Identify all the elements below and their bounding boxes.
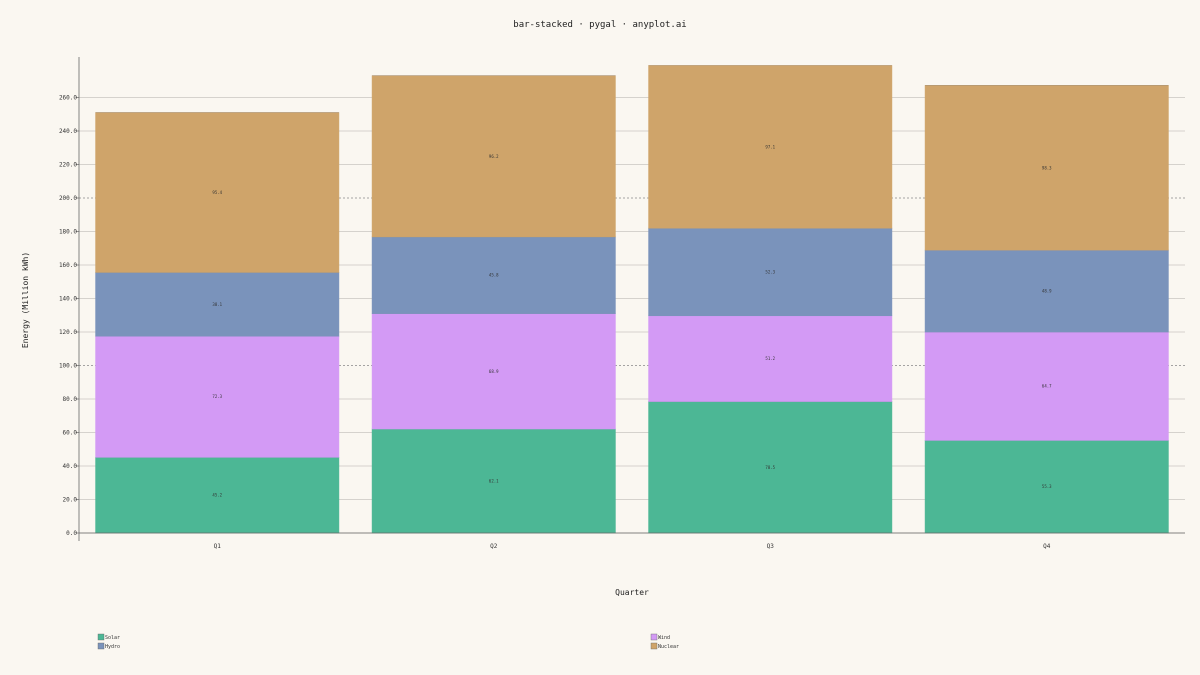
data-label-hydro-q4: 48.9 bbox=[1042, 289, 1052, 294]
x-tick-label-q2: Q2 bbox=[490, 543, 498, 550]
y-tick-label-2: 40.0 bbox=[63, 463, 78, 470]
y-tick-label-9: 180.0 bbox=[59, 229, 77, 236]
data-label-wind-q3: 51.2 bbox=[765, 356, 775, 361]
x-axis-title: Quarter bbox=[615, 588, 649, 597]
data-label-hydro-q1: 38.1 bbox=[212, 302, 222, 307]
bar-nuclear-q4 bbox=[924, 85, 1169, 251]
y-tick-label-11: 220.0 bbox=[59, 162, 77, 169]
y-tick-label-5: 100.0 bbox=[59, 363, 77, 370]
legend-label-wind: Wind bbox=[658, 635, 670, 641]
y-tick-label-8: 160.0 bbox=[59, 262, 77, 269]
data-label-wind-q1: 72.3 bbox=[212, 394, 222, 399]
y-tick-label-13: 260.0 bbox=[59, 95, 77, 102]
y-axis-title: Energy (Million kWh) bbox=[21, 252, 30, 348]
bar-nuclear-q1 bbox=[95, 112, 340, 273]
y-tick-label-1: 20.0 bbox=[63, 497, 78, 504]
y-tick-label-3: 60.0 bbox=[63, 430, 78, 437]
legend-label-solar: Solar bbox=[105, 635, 120, 641]
bar-wind-q1 bbox=[95, 335, 340, 458]
bars-layer: 45.2 72.3 38.1 95.4 62.1 68.9 45.8 96.2 78.5 51.2… bbox=[95, 65, 1169, 534]
data-label-hydro-q3: 52.3 bbox=[765, 269, 775, 274]
legend-swatch-solar bbox=[97, 633, 105, 641]
data-label-solar-q1: 45.2 bbox=[212, 493, 222, 498]
y-tick-label-0: 0.0 bbox=[66, 530, 77, 537]
x-tick-label-q3: Q3 bbox=[767, 543, 775, 550]
bar-solar-q1 bbox=[95, 456, 340, 534]
legend-swatch-nuclear bbox=[650, 642, 658, 650]
bar-hydro-q1 bbox=[95, 272, 340, 337]
bar-hydro-q4 bbox=[924, 249, 1169, 333]
y-axis: 0.0 20.0 40.0 60.0 80.0 100.0 120.0 140.0 160.0 1… bbox=[59, 57, 80, 541]
data-label-hydro-q2: 45.8 bbox=[489, 273, 499, 278]
data-label-nuclear-q3: 97.1 bbox=[765, 144, 775, 149]
bar-hydro-q2 bbox=[371, 236, 616, 314]
legend-swatch-hydro bbox=[97, 642, 105, 650]
data-label-solar-q3: 78.5 bbox=[765, 465, 775, 470]
data-label-nuclear-q4: 98.3 bbox=[1042, 165, 1052, 170]
data-label-nuclear-q1: 95.4 bbox=[212, 190, 222, 195]
data-label-wind-q2: 68.9 bbox=[489, 369, 499, 374]
bar-nuclear-q3 bbox=[648, 65, 893, 229]
bar-solar-q4 bbox=[924, 440, 1169, 534]
data-label-wind-q4: 64.7 bbox=[1042, 384, 1052, 389]
y-tick-label-12: 240.0 bbox=[59, 128, 77, 135]
bar-wind-q3 bbox=[648, 315, 893, 402]
legend-label-nuclear: Nuclear bbox=[658, 644, 679, 650]
legend-swatch-wind bbox=[650, 633, 658, 641]
bar-nuclear-q2 bbox=[371, 75, 616, 238]
bar-hydro-q3 bbox=[648, 227, 893, 317]
y-tick-label-7: 140.0 bbox=[59, 296, 77, 303]
data-label-solar-q4: 55.3 bbox=[1042, 484, 1052, 489]
data-label-nuclear-q2: 96.2 bbox=[489, 154, 499, 159]
chart-title: bar-stacked · pygal · anyplot.ai bbox=[513, 20, 686, 30]
bar-solar-q3 bbox=[648, 401, 893, 534]
x-tick-label-q4: Q4 bbox=[1043, 543, 1051, 550]
x-axis: Q1 Q2 Q3 Q4 bbox=[79, 532, 1185, 550]
y-tick-label-4: 80.0 bbox=[63, 396, 78, 403]
bar-wind-q4 bbox=[924, 331, 1169, 441]
data-label-solar-q2: 62.1 bbox=[489, 478, 499, 483]
y-tick-label-10: 200.0 bbox=[59, 195, 77, 202]
x-tick-label-q1: Q1 bbox=[214, 543, 222, 550]
legend-label-hydro: Hydro bbox=[105, 644, 120, 650]
y-tick-label-6: 120.0 bbox=[59, 329, 77, 336]
legend: Solar Wind Hydro Nuclear bbox=[97, 633, 679, 650]
bar-solar-q2 bbox=[371, 428, 616, 534]
bar-wind-q2 bbox=[371, 313, 616, 430]
